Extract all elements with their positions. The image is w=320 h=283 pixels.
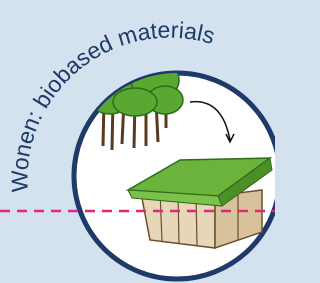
illustration: Wonen: biobased materials bbox=[0, 0, 275, 283]
page: Wonen: biobased materials (() => { const… bbox=[0, 0, 275, 283]
